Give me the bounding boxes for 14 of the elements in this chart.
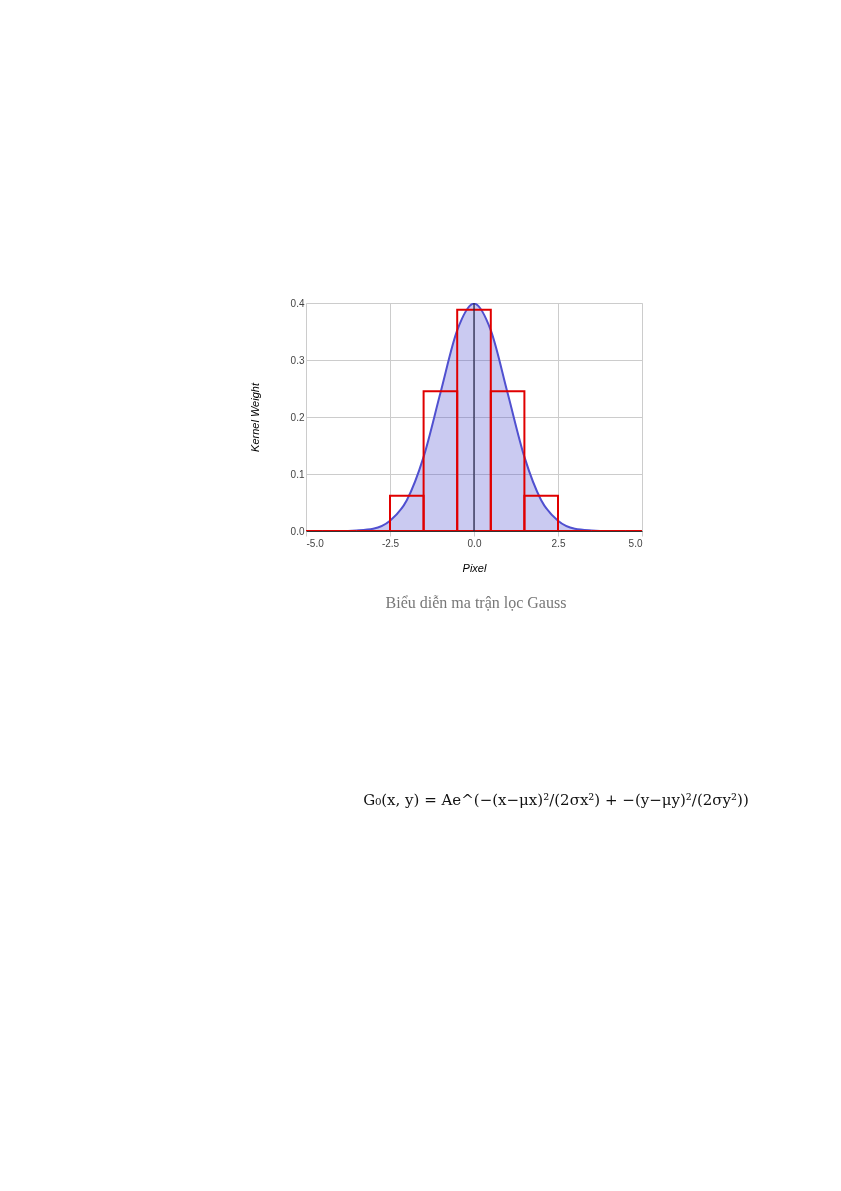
x-tick-label: -2.5: [381, 537, 400, 549]
x-tick-label: 0.0: [467, 537, 482, 549]
x-axis-title: Pixel: [462, 561, 487, 574]
x-tick-label: 5.0: [628, 537, 643, 549]
y-tick-label: 0.1: [290, 468, 305, 480]
x-tick-label: 2.5: [551, 537, 566, 549]
y-tick-label: 0.3: [290, 354, 305, 366]
text: Biểu diễn ma trận lọc Gauss: [385, 594, 567, 611]
text: G₀(x, y) = Ae^(−(x−μx)²/(2σx²) + −(y−μy)²/(2σy²)): [363, 791, 749, 809]
y-tick-label: 0.0: [290, 525, 305, 537]
y-tick-label: 0.2: [290, 411, 305, 423]
x-tick-label: -5.0: [306, 537, 325, 549]
y-axis-title: Kernel Weight: [248, 382, 261, 452]
y-tick-label: 0.4: [290, 297, 305, 309]
